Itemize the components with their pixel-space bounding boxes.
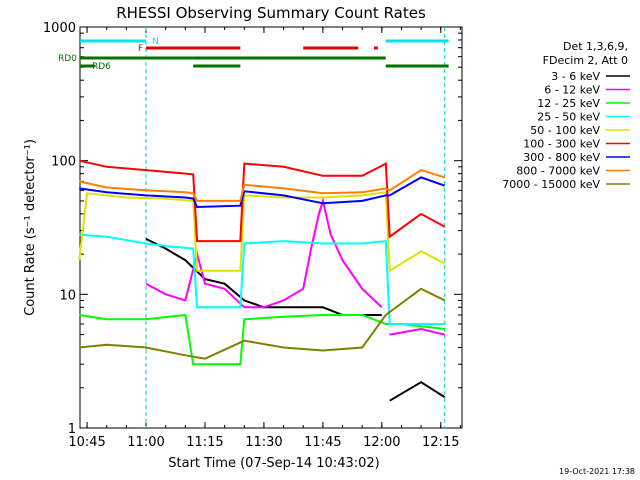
- series-line: [145, 238, 446, 402]
- series-line: [78, 169, 445, 202]
- y-tick-label: 1000: [43, 21, 76, 36]
- x-tick-label: 11:45: [304, 435, 341, 450]
- y-axis-label: Count Rate (s⁻¹ detector⁻¹): [23, 139, 38, 316]
- x-tick-label: 12:15: [422, 435, 459, 450]
- x-tick-label: 11:30: [245, 435, 282, 450]
- legend-label: 300 - 800 keV: [523, 151, 600, 164]
- series-line: [79, 176, 446, 209]
- flag-label: F: [138, 44, 143, 54]
- legend-label: 7000 - 15000 keV: [502, 178, 600, 191]
- timestamp: 19-Oct-2021 17:38: [559, 467, 635, 476]
- legend-label: 6 - 12 keV: [544, 84, 600, 97]
- legend-label: 50 - 100 keV: [530, 124, 600, 137]
- legend-label: 3 - 6 keV: [551, 70, 600, 83]
- x-axis-label: Start Time (07-Sep-14 10:43:02): [168, 456, 379, 471]
- chart-title: RHESSI Observing Summary Count Rates: [116, 4, 426, 22]
- plot-frame: [79, 26, 463, 429]
- series-line: [79, 313, 445, 366]
- flag-label: RD0: [58, 54, 77, 64]
- y-tick-label: 100: [51, 155, 76, 170]
- series-line: [78, 191, 446, 273]
- x-tick-label: 11:15: [186, 435, 223, 450]
- series-line: [79, 287, 446, 360]
- series-line: [78, 159, 446, 243]
- y-tick-label: 10: [59, 288, 76, 303]
- x-tick-label: 10:45: [68, 435, 105, 450]
- series-line: [145, 197, 445, 336]
- y-tick-label: 1: [68, 422, 76, 437]
- x-tick-label: 12:00: [363, 435, 400, 450]
- legend-header-line-1: Det 1,3,6,9,: [563, 40, 628, 53]
- x-tick-label: 11:00: [127, 435, 164, 450]
- flag-label: RD6: [92, 62, 111, 72]
- legend-label: 25 - 50 keV: [537, 111, 600, 124]
- series-line: [79, 233, 445, 325]
- flag-label: N: [152, 37, 159, 47]
- legend-label: 100 - 300 keV: [523, 138, 600, 151]
- legend-label: 800 - 7000 keV: [516, 165, 600, 178]
- legend-label: 12 - 25 keV: [537, 97, 600, 110]
- legend-header-line-2: FDecim 2, Att 0: [543, 54, 628, 67]
